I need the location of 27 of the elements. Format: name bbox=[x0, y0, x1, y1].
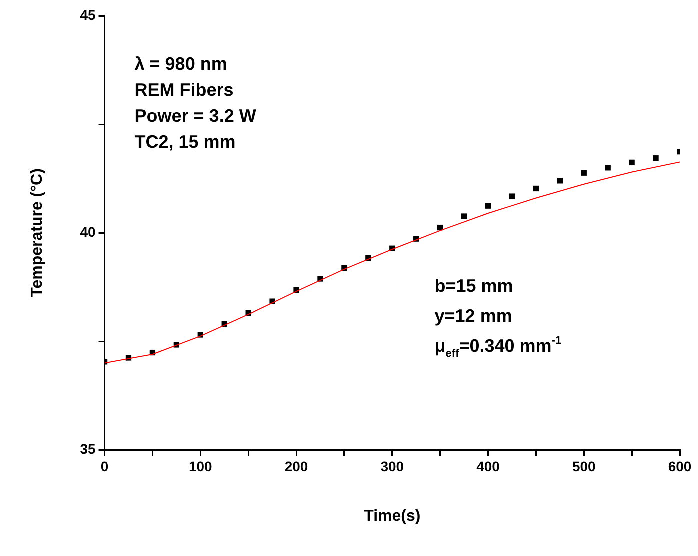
point bbox=[557, 178, 563, 184]
point bbox=[485, 203, 492, 209]
x-tick-label: 600 bbox=[668, 458, 692, 474]
annotation: y=12 mm bbox=[434, 306, 512, 326]
x-tick-label: 0 bbox=[100, 458, 109, 474]
annotation: b=15 mm bbox=[434, 276, 514, 296]
point bbox=[629, 160, 635, 166]
annotation: λ = 980 nm bbox=[134, 54, 228, 74]
point bbox=[533, 186, 540, 192]
x-tick-label: 500 bbox=[572, 458, 596, 474]
x-tick-label: 100 bbox=[188, 458, 213, 474]
point bbox=[653, 156, 659, 162]
y-axis-title: Temperature (°C) bbox=[29, 168, 46, 298]
x-tick-label: 400 bbox=[476, 458, 500, 474]
point bbox=[509, 194, 516, 200]
point bbox=[461, 214, 468, 220]
y-tick-label: 45 bbox=[80, 6, 96, 23]
annotation: Power = 3.2 W bbox=[134, 106, 256, 126]
point bbox=[605, 165, 611, 171]
annotation: REM Fibers bbox=[134, 80, 234, 100]
annotation: TC2, 15 mm bbox=[134, 132, 236, 152]
y-tick-label: 35 bbox=[80, 440, 96, 457]
y-tick-label: 40 bbox=[80, 224, 96, 240]
x-tick-label: 300 bbox=[380, 458, 404, 474]
point bbox=[581, 170, 587, 176]
x-tick-label: 200 bbox=[284, 458, 308, 474]
x-axis-title: Time(s) bbox=[364, 508, 421, 525]
